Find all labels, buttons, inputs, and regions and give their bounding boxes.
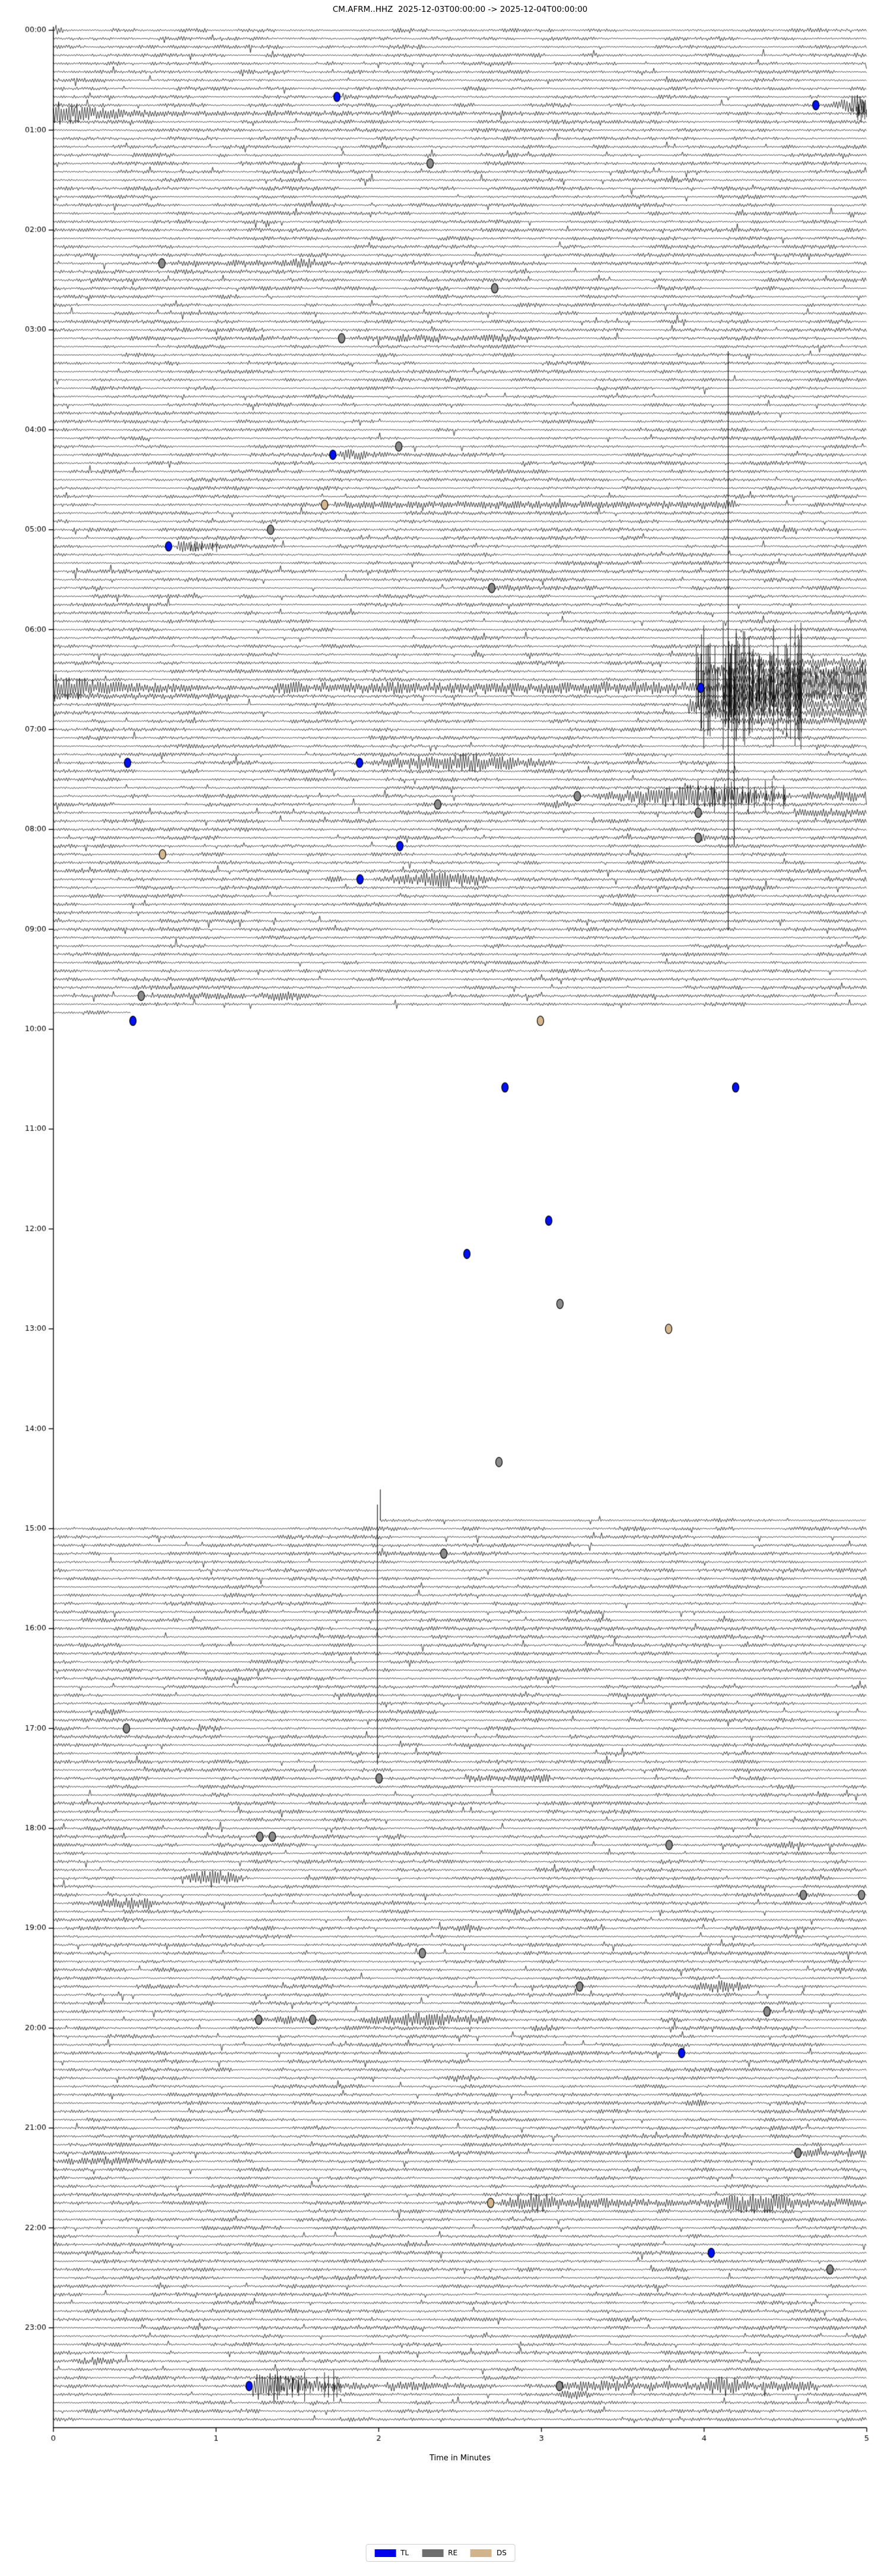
tl-color-swatch bbox=[374, 2549, 396, 2557]
legend: TL RE DS bbox=[365, 2544, 516, 2562]
legend-label-ds: DS bbox=[497, 2549, 507, 2557]
legend-item-re: RE bbox=[422, 2549, 457, 2557]
chart-title: CM.AFRM..HHZ 2025-12-03T00:00:00 -> 2025… bbox=[332, 5, 588, 14]
legend-label-tl: TL bbox=[400, 2549, 409, 2557]
legend-item-ds: DS bbox=[470, 2549, 507, 2557]
legend-label-re: RE bbox=[448, 2549, 458, 2557]
legend-item-tl: TL bbox=[374, 2549, 409, 2557]
ds-color-swatch bbox=[470, 2549, 492, 2557]
re-color-swatch bbox=[422, 2549, 444, 2557]
x-axis-label: Time in Minutes bbox=[429, 2454, 491, 2463]
